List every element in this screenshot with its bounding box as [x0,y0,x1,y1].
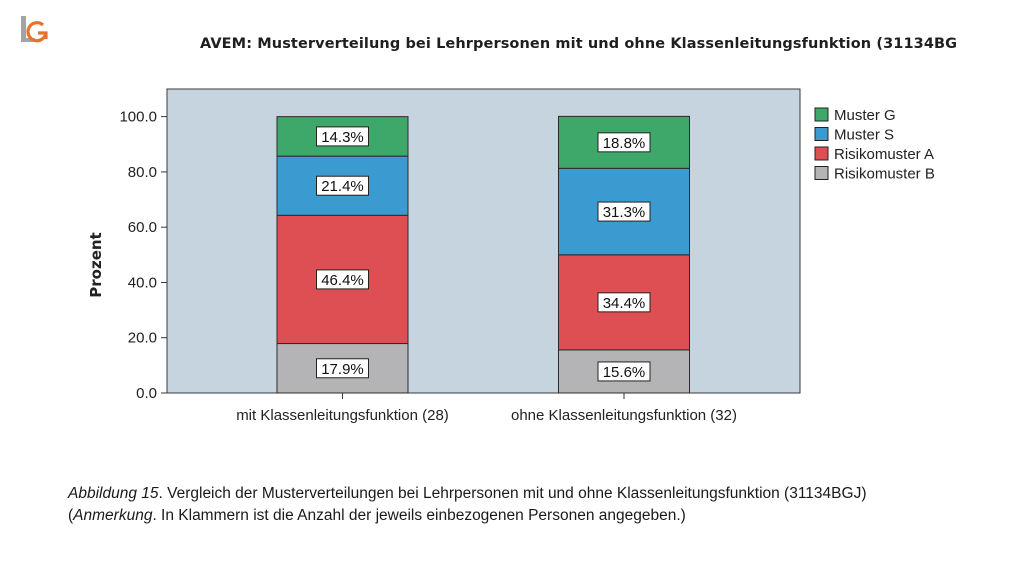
legend-label: Risikomuster A [834,146,934,163]
chart-title: AVEM: Musterverteilung bei Lehrpersonen … [200,36,958,52]
y-tick-label: 100.0 [119,109,157,126]
data-label-box [316,126,369,147]
legend-swatch [814,166,829,180]
x-tick-label: mit Klassenleitungsfunktion (28) [236,407,449,424]
data-label: 31.3% [603,204,646,221]
legend-swatch [814,146,829,161]
data-label: 18.8% [603,135,646,152]
data-label-box [597,201,651,222]
legend-label: Muster S [834,127,894,144]
data-label: 17.9% [321,361,364,378]
y-tick-label: 60.0 [128,219,157,236]
x-tick-label: ohne Klassenleitungsfunktion (32) [511,407,737,424]
legend-swatch [814,107,829,122]
logo-icon [21,16,48,43]
data-label: 14.3% [321,129,364,146]
y-tick-label: 40.0 [128,274,157,291]
data-label-box [316,175,369,196]
caption-note-text: . In Klammern ist die Anzahl der jeweils… [152,507,686,524]
caption-line-2: (Anmerkung. In Klammern ist die Anzahl d… [68,505,998,527]
legend-label: Muster G [834,107,896,124]
data-label-box [316,358,369,379]
data-label: 15.6% [603,364,646,381]
stacked-bar-chart: 0.0 20.0 40.0 60.0 80.0 100.0 Prozent 17.9% 46.4… [87,88,935,424]
plot-area [166,88,801,394]
data-label-box [597,132,651,153]
data-label-box [316,269,369,290]
caption-text: . Vergleich der Musterverteilungen bei L… [158,485,867,502]
data-label: 46.4% [321,272,364,289]
data-label-box [597,292,651,313]
data-label: 34.4% [603,295,646,312]
y-tick-label: 20.0 [128,330,157,347]
y-axis-label: Prozent [87,232,105,297]
legend-swatch [814,127,829,141]
caption-figure-label: Abbildung 15 [68,485,159,502]
caption-note-paren: ( [68,507,74,524]
caption-line-1: Abbildung 15. Vergleich der Mustervertei… [68,483,998,505]
y-tick-label: 0.0 [136,385,157,402]
figure-caption: Abbildung 15. Vergleich der Mustervertei… [68,483,998,527]
data-label-box [597,361,651,382]
y-tick-label: 80.0 [128,164,157,181]
data-label: 21.4% [321,178,364,195]
legend-label: Risikomuster B [834,166,935,183]
caption-note-label: Anmerkung [73,507,153,524]
